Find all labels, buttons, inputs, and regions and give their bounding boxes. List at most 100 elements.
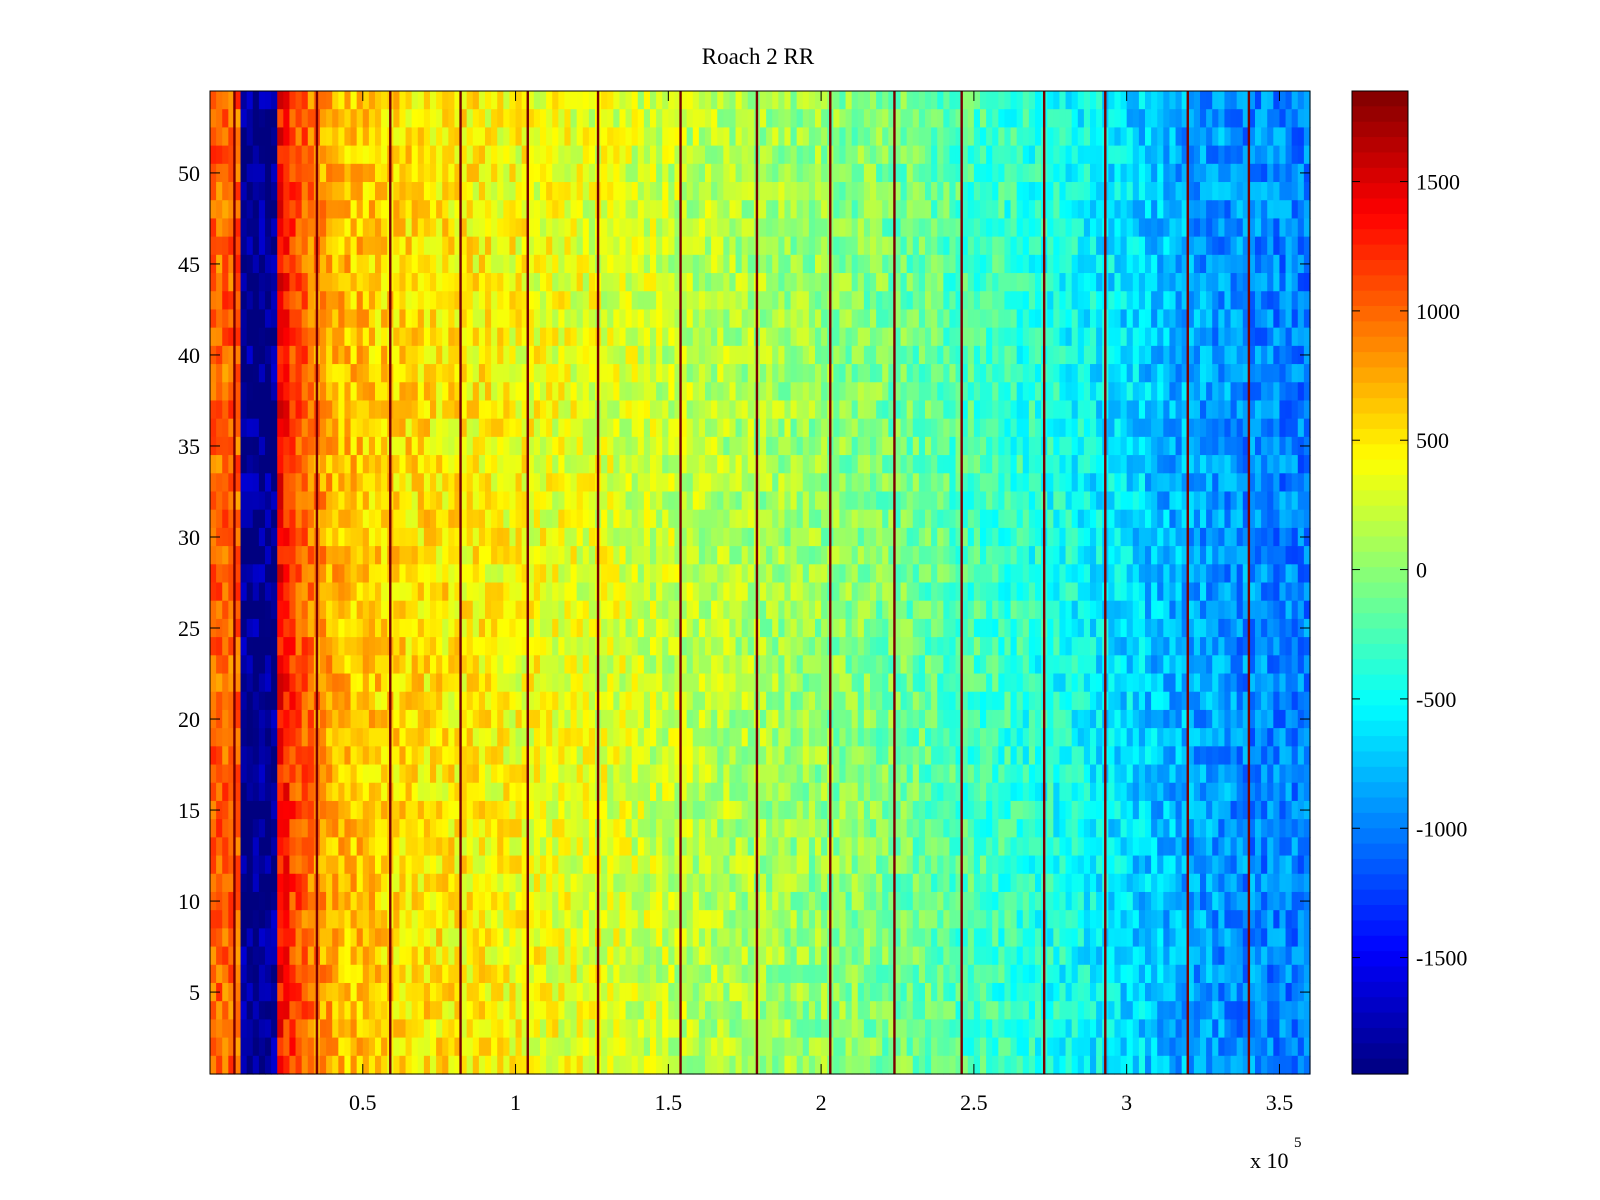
heatmap-cell (686, 564, 694, 584)
heatmap-cell (448, 254, 456, 274)
heatmap-cell (625, 746, 633, 766)
heatmap-cell (698, 1019, 706, 1039)
heatmap-cell (546, 291, 553, 311)
heatmap-cell (436, 200, 443, 220)
heatmap-cell (729, 527, 737, 547)
heatmap-cell (393, 527, 401, 547)
heatmap-cell (540, 582, 547, 602)
heatmap-cell (283, 564, 291, 584)
heatmap-cell (234, 382, 242, 402)
heatmap-cell (356, 254, 364, 274)
heatmap-cell (252, 946, 260, 966)
heatmap-cell (668, 873, 676, 893)
heatmap-cell (393, 364, 401, 383)
heatmap-cell (362, 1055, 370, 1075)
heatmap-cell (283, 109, 291, 128)
heatmap-cell (613, 1001, 621, 1020)
heatmap-cell (246, 218, 254, 238)
heatmap-cell (442, 291, 449, 311)
heatmap-cell (454, 855, 462, 875)
heatmap-cell (509, 673, 517, 693)
heatmap-cell (747, 546, 755, 565)
heatmap-cell (399, 873, 407, 893)
heatmap-cell (747, 327, 755, 347)
heatmap-cell (271, 436, 278, 456)
heatmap-cell (332, 345, 339, 365)
heatmap-cell (234, 1001, 242, 1020)
heatmap-cell (448, 655, 456, 675)
heatmap-cell (747, 364, 755, 383)
heatmap-cell (717, 837, 724, 857)
heatmap-cell (625, 527, 633, 547)
heatmap-cell (289, 691, 297, 711)
heatmap-cell (295, 254, 303, 274)
heatmap-cell (222, 891, 229, 911)
heatmap-cell (503, 964, 511, 984)
heatmap-cell (570, 819, 578, 838)
heatmap-cell (772, 382, 779, 402)
heatmap-cell (338, 345, 346, 365)
heatmap-cell (497, 709, 504, 729)
heatmap-cell (588, 964, 596, 984)
heatmap-cell (478, 618, 486, 638)
heatmap-cell (723, 709, 731, 729)
heatmap-cell (332, 400, 339, 420)
heatmap-cell (234, 273, 242, 292)
heatmap-cell (747, 382, 755, 402)
heatmap-cell (540, 891, 547, 911)
heatmap-cell (662, 382, 669, 402)
heatmap-cell (466, 546, 474, 565)
heatmap-cell (747, 819, 755, 838)
heatmap-cell (265, 691, 272, 711)
heatmap-cell (423, 910, 431, 929)
heatmap-cell (454, 673, 462, 693)
heatmap-cell (631, 1001, 639, 1020)
heatmap-cell (491, 364, 498, 383)
heatmap-cell (540, 728, 547, 747)
heatmap-cell (576, 127, 584, 147)
heatmap-cell (558, 1037, 566, 1057)
heatmap-cell (356, 382, 364, 402)
heatmap-cell (656, 218, 663, 238)
heatmap-cell (234, 163, 242, 183)
heatmap-cell (393, 455, 401, 474)
chart-title: Roach 2 RR (702, 44, 815, 69)
heatmap-cell (650, 891, 657, 911)
heatmap-cell (711, 309, 718, 329)
heatmap-cell (625, 618, 633, 638)
heatmap-cell (552, 546, 559, 565)
heatmap-cell (570, 1019, 578, 1039)
heatmap-cell (326, 1001, 333, 1020)
heatmap-cell (234, 509, 242, 529)
heatmap-cell (643, 637, 651, 656)
heatmap-cell (564, 582, 572, 602)
heatmap-cell (643, 728, 651, 747)
heatmap-cell (717, 982, 724, 1002)
heatmap-cell (766, 436, 773, 456)
heatmap-cell (368, 91, 376, 110)
heatmap-cell (668, 819, 676, 838)
heatmap-cell (258, 382, 266, 402)
heatmap-cell (320, 928, 327, 948)
heatmap-cell (546, 728, 553, 747)
heatmap-cell (515, 345, 523, 365)
heatmap-cell (643, 946, 651, 966)
heatmap-cell (588, 491, 596, 511)
heatmap-cell (326, 964, 333, 984)
heatmap-cell (582, 509, 590, 529)
heatmap-cell (711, 800, 718, 820)
heatmap-cell (417, 800, 425, 820)
heatmap-cell (417, 764, 425, 784)
heatmap-cell (509, 418, 517, 438)
heatmap-cell (222, 982, 229, 1002)
heatmap-cell (485, 782, 492, 802)
heatmap-cell (540, 145, 547, 165)
heatmap-cell (674, 709, 682, 729)
heatmap-cell (338, 709, 346, 729)
heatmap-cell (271, 1001, 278, 1020)
heatmap-cell (582, 673, 590, 693)
heatmap-cell (717, 182, 724, 201)
heatmap-cell (234, 655, 242, 675)
heatmap-cell (344, 91, 352, 110)
heatmap-cell (601, 819, 608, 838)
